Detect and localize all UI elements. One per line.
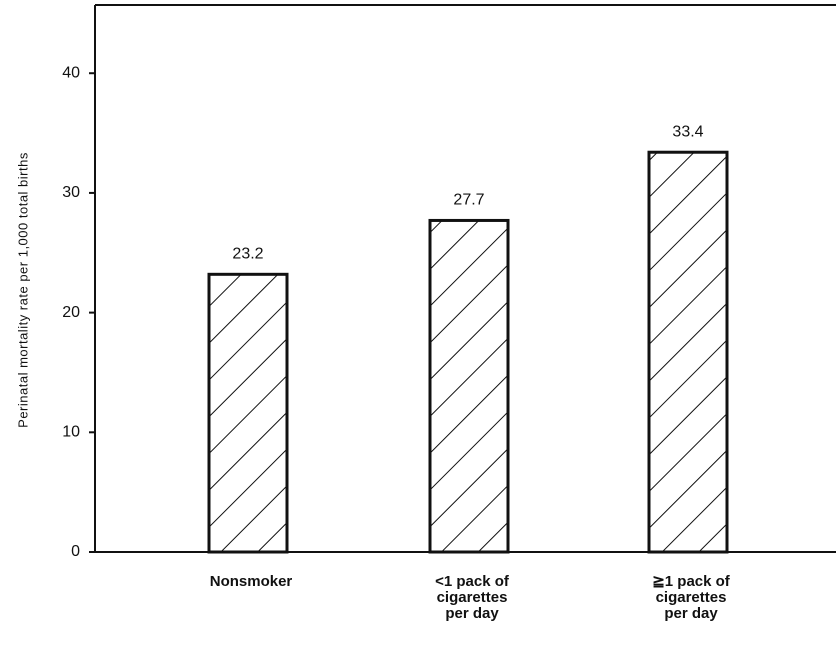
bar bbox=[207, 272, 289, 554]
y-tick-label: 30 bbox=[62, 184, 80, 201]
bar bbox=[428, 218, 510, 554]
x-tick-label: Nonsmoker bbox=[209, 573, 293, 590]
value-label: 27.7 bbox=[453, 192, 484, 209]
x-tick-label: <1 pack of cigarettes per day bbox=[435, 573, 509, 622]
y-tick-label: 40 bbox=[62, 64, 80, 81]
x-tick-label: ≧1 pack of cigarettes per day bbox=[652, 573, 730, 622]
bar bbox=[647, 150, 729, 554]
y-tick-label: 0 bbox=[71, 543, 80, 560]
y-tick-label: 10 bbox=[62, 424, 80, 441]
y-tick-label: 20 bbox=[62, 304, 80, 321]
y-axis-label: Perinatal mortality rate per 1,000 total… bbox=[15, 152, 30, 428]
value-label: 33.4 bbox=[672, 123, 703, 140]
value-label: 23.2 bbox=[232, 246, 263, 263]
